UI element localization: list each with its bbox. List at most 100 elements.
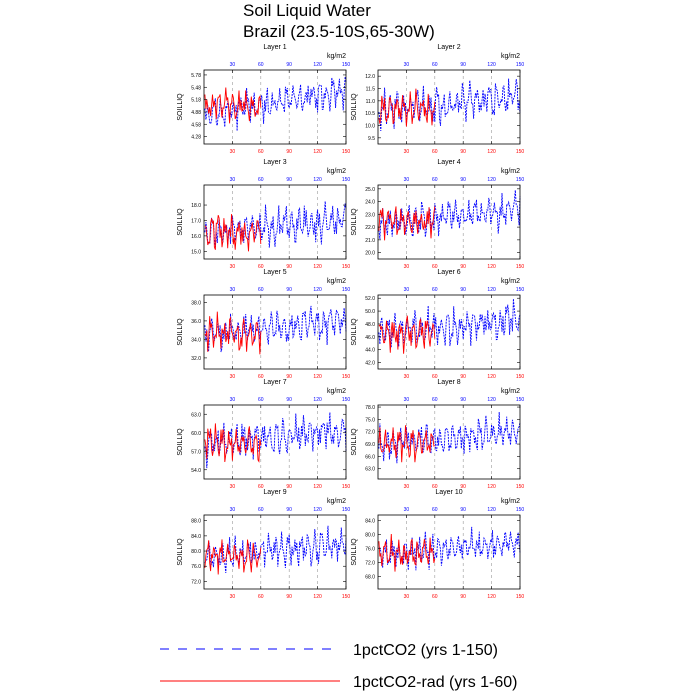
panel-unit-label: kg/m2 <box>501 168 520 175</box>
y-tick-label: 36.0 <box>191 319 201 325</box>
y-tick-label: 18.0 <box>191 203 201 209</box>
y-tick-label: 11.5 <box>366 87 376 93</box>
x-tick-label: 120 <box>313 594 322 600</box>
y-tick-label: 76.0 <box>191 564 201 570</box>
y-tick-label: 76.0 <box>365 546 375 552</box>
figure-title-line1: Soil Liquid Water <box>243 1 371 20</box>
x-tick-label: 30 <box>230 484 236 490</box>
x-tick-label: 60 <box>258 264 264 270</box>
x-tick-label-top: 30 <box>404 397 410 403</box>
series-line-1pctco2 <box>204 525 347 574</box>
x-tick-label: 90 <box>286 374 292 380</box>
series-line-1pctco2 <box>378 526 521 571</box>
panel-title: Layer 1 <box>263 44 286 51</box>
y-tick-label: 5.48 <box>191 85 201 91</box>
panel-4: Layer 4 kg/m2 SOILLIQ 30 30 60 60 90 90 120 120 150… <box>351 159 524 270</box>
series-line-1pctco2-rad <box>204 423 262 463</box>
y-axis-label: SOILLIQ <box>351 93 358 121</box>
y-axis-label: SOILLIQ <box>351 428 358 456</box>
plot-frame <box>203 514 347 590</box>
x-tick-label: 90 <box>460 149 466 155</box>
panel-unit-label: kg/m2 <box>501 388 520 395</box>
x-tick-label: 150 <box>516 149 525 155</box>
x-tick-label: 30 <box>404 264 410 270</box>
x-tick-label-top: 90 <box>460 507 466 513</box>
y-tick-label: 60.0 <box>191 431 201 437</box>
x-tick-label-top: 60 <box>432 507 438 513</box>
x-tick-label-top: 120 <box>487 397 496 403</box>
x-tick-label: 60 <box>432 374 438 380</box>
y-tick-label: 21.0 <box>365 238 375 244</box>
x-tick-label: 60 <box>258 484 264 490</box>
x-tick-label: 150 <box>516 594 525 600</box>
y-tick-label: 54.0 <box>191 468 201 474</box>
x-tick-label: 90 <box>286 149 292 155</box>
plot-frame <box>203 184 347 260</box>
panel-unit-label: kg/m2 <box>327 168 346 175</box>
x-tick-label-top: 120 <box>487 287 496 293</box>
x-tick-label-top: 30 <box>404 507 410 513</box>
x-tick-label-top: 150 <box>342 62 351 68</box>
series-line-1pctco2 <box>378 78 521 132</box>
x-tick-label: 90 <box>460 484 466 490</box>
panel-unit-label: kg/m2 <box>501 53 520 60</box>
x-tick-label: 120 <box>487 149 496 155</box>
x-tick-label: 30 <box>230 594 236 600</box>
x-tick-label: 60 <box>432 484 438 490</box>
series-line-1pctco2 <box>204 412 347 469</box>
x-tick-label: 90 <box>286 594 292 600</box>
x-tick-label: 90 <box>286 264 292 270</box>
y-tick-label: 20.0 <box>365 251 375 257</box>
panel-1: Layer 1 kg/m2 SOILLIQ 30 30 60 60 90 90 120 120 150… <box>177 44 350 155</box>
panel-unit-label: kg/m2 <box>327 278 346 285</box>
plot-frame <box>377 404 521 480</box>
y-tick-label: 10.5 <box>365 111 375 117</box>
x-tick-label: 150 <box>516 264 525 270</box>
series-line-1pctco2-rad <box>204 87 262 124</box>
x-tick-label: 60 <box>258 594 264 600</box>
y-tick-label: 66.0 <box>365 454 375 460</box>
y-tick-label: 84.0 <box>191 534 201 540</box>
legend: 1pctCO2 (yrs 1-150) 1pctCO2-rad (yrs 1-6… <box>160 642 518 691</box>
series-line-1pctco2-rad <box>378 425 435 463</box>
y-axis-label: SOILLIQ <box>177 93 184 121</box>
plot-frame <box>377 294 521 370</box>
x-tick-label: 150 <box>342 264 351 270</box>
series-line-1pctco2-rad <box>378 206 436 241</box>
y-axis-label: SOILLIQ <box>177 538 184 566</box>
series-line-1pctco2-rad <box>378 88 436 127</box>
x-tick-label: 120 <box>313 374 322 380</box>
x-tick-label-top: 150 <box>516 507 525 513</box>
y-tick-label: 69.0 <box>365 442 375 448</box>
x-tick-label-top: 150 <box>516 177 525 183</box>
plot-frame <box>377 184 521 260</box>
panel-title: Layer 6 <box>437 269 460 276</box>
y-tick-label: 11.0 <box>366 99 376 105</box>
panel-title: Layer 10 <box>435 489 462 496</box>
x-tick-label: 60 <box>432 149 438 155</box>
x-tick-label-top: 150 <box>342 287 351 293</box>
x-tick-label: 120 <box>487 264 496 270</box>
x-tick-label-top: 120 <box>313 177 322 183</box>
x-tick-label-top: 90 <box>460 62 466 68</box>
x-tick-label: 30 <box>230 149 236 155</box>
x-tick-label-top: 120 <box>313 287 322 293</box>
series-line-1pctco2 <box>378 298 521 351</box>
x-tick-label-top: 150 <box>342 507 351 513</box>
series-line-1pctco2-rad <box>204 539 262 575</box>
y-axis-label: SOILLIQ <box>351 538 358 566</box>
y-tick-label: 46.0 <box>365 335 375 341</box>
y-tick-label: 72.0 <box>365 561 375 567</box>
y-axis-label: SOILLIQ <box>351 318 358 346</box>
y-tick-label: 44.0 <box>365 348 375 354</box>
y-tick-label: 80.0 <box>191 549 201 555</box>
panel-unit-label: kg/m2 <box>501 498 520 505</box>
y-tick-label: 75.0 <box>365 417 375 423</box>
y-tick-label: 57.0 <box>191 449 201 455</box>
y-tick-label: 80.0 <box>365 532 375 538</box>
x-tick-label: 60 <box>258 149 264 155</box>
y-tick-label: 23.0 <box>365 212 375 218</box>
x-tick-label-top: 60 <box>432 177 438 183</box>
y-tick-label: 42.0 <box>365 361 375 367</box>
x-tick-label: 60 <box>258 374 264 380</box>
